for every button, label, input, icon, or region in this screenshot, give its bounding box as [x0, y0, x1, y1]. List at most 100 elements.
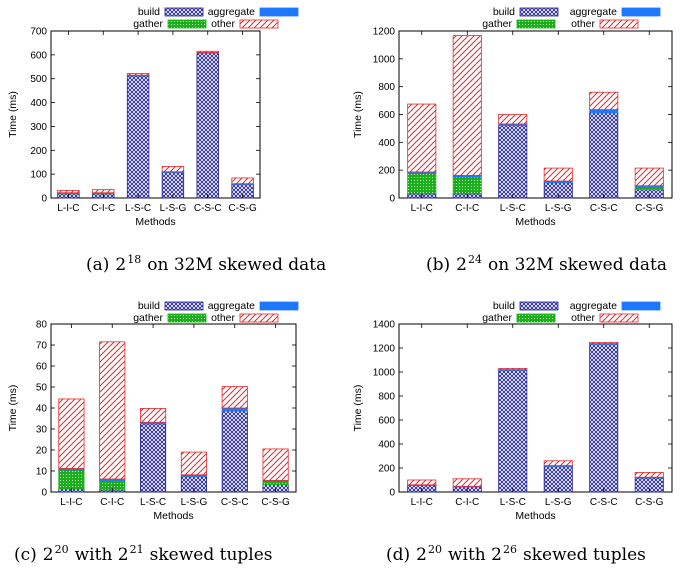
- chart-panel-1: 0 200 400 600 800 1000 1200 L-I-C C-I-C L-S-C L-S-…: [352, 6, 673, 275]
- legend-label-gather: gather: [482, 312, 512, 324]
- bar-other-L-I-C: [57, 189, 80, 194]
- bar-build-C-S-C: [589, 112, 619, 199]
- y-tick-label: 60: [36, 362, 48, 373]
- y-tick-label: 100: [30, 170, 47, 181]
- legend-label-gather: gather: [133, 312, 163, 324]
- y-tick-label: 700: [30, 27, 47, 38]
- legend-label-aggregate: aggregate: [208, 300, 255, 312]
- bar-other-L-S-G: [543, 167, 573, 182]
- legend-label-build: build: [138, 300, 160, 312]
- y-tick-label: 0: [389, 488, 395, 499]
- legend-swatch-gather: [167, 19, 207, 29]
- x-tick-label: C-S-G: [228, 203, 257, 214]
- bar-build-L-S-C: [140, 423, 167, 493]
- y-axis-label: Time (ms): [352, 385, 364, 432]
- bar-other-C-I-C: [99, 341, 126, 480]
- caption-exp: 18: [127, 253, 141, 266]
- caption-label: (a): [86, 255, 109, 275]
- bar-other-C-S-G: [634, 167, 664, 187]
- bar-aggregate-C-S-C: [221, 407, 248, 412]
- legend-label-build: build: [493, 6, 515, 18]
- bar-gather-C-S-G: [262, 481, 289, 486]
- legend-label-build: build: [138, 6, 160, 18]
- bar-build-L-S-C: [498, 369, 528, 493]
- caption-label: (d): [386, 545, 410, 565]
- y-tick-label: 0: [41, 194, 47, 205]
- caption-label: (b): [426, 255, 450, 275]
- x-tick-label: C-I-C: [91, 203, 115, 214]
- x-tick-label: L-S-G: [545, 497, 572, 508]
- bar-build-L-S-C: [498, 125, 528, 199]
- caption-rest: with 2: [75, 545, 129, 565]
- y-axis-label: Time (ms): [7, 91, 19, 138]
- bar-build-C-S-C: [221, 410, 248, 493]
- caption-base: 2: [43, 545, 54, 565]
- y-tick-label: 70: [36, 341, 48, 352]
- caption-exp2: 26: [503, 543, 517, 556]
- y-tick-label: 400: [378, 138, 395, 149]
- x-tick-label: C-I-C: [455, 497, 479, 508]
- x-axis-label: Methods: [515, 510, 555, 522]
- caption-rest2: skewed tuples: [523, 545, 646, 565]
- x-tick-label: C-S-C: [590, 203, 618, 214]
- caption: (b) 224 on 32M skewed data: [426, 253, 667, 275]
- y-tick-label: 600: [378, 416, 395, 427]
- chart-panel-3: 0 200 400 600 800 1000 1200 1400 L-I-C C-I-C L-S-C…: [352, 300, 673, 565]
- caption-base: 2: [416, 545, 427, 565]
- caption-exp: 20: [428, 543, 442, 556]
- y-tick-label: 1000: [373, 368, 396, 379]
- bar-other-C-S-G: [634, 472, 664, 478]
- legend-swatch-gather: [516, 313, 556, 323]
- bar-build-L-S-G: [543, 465, 573, 493]
- chart-panel-0: 0 100 200 300 400 500 600 700 L-I-C C-I-C L-S-C L-S…: [7, 6, 326, 275]
- x-tick-label: C-I-C: [100, 497, 124, 508]
- caption-rest: with 2: [448, 545, 502, 565]
- x-axis-label: Methods: [153, 510, 193, 522]
- y-tick-label: 600: [378, 110, 395, 121]
- legend-label-gather: gather: [482, 18, 512, 30]
- y-tick-label: 0: [41, 488, 47, 499]
- bar-other-C-I-C: [92, 189, 115, 194]
- legend-swatch-aggregate: [259, 7, 299, 17]
- legend-swatch-other: [239, 19, 279, 29]
- chart-panel-2: 0 10 20 30 40 50 60 70 80 L-I-C C-I-C L-S-C L-S-G C-S…: [7, 300, 299, 565]
- legend-swatch-aggregate: [621, 301, 661, 311]
- y-axis-label: Time (ms): [352, 91, 364, 138]
- x-tick-label: L-I-C: [60, 497, 82, 508]
- bar-other-C-S-C: [196, 50, 219, 53]
- bar-other-C-S-G: [231, 177, 254, 185]
- y-tick-label: 50: [36, 383, 48, 394]
- caption-base: 2: [456, 255, 467, 275]
- x-tick-label: L-S-C: [500, 497, 526, 508]
- y-tick-label: 0: [389, 194, 395, 205]
- x-tick-label: L-I-C: [411, 203, 433, 214]
- bar-other-C-I-C: [452, 478, 482, 487]
- caption-exp: 20: [55, 543, 69, 556]
- legend-label-aggregate: aggregate: [570, 6, 617, 18]
- y-tick-label: 600: [30, 50, 47, 61]
- y-axis-label: Time (ms): [7, 385, 19, 432]
- x-tick-label: C-S-C: [194, 203, 222, 214]
- bar-other-L-S-C: [498, 367, 528, 370]
- x-tick-label: L-S-G: [545, 203, 572, 214]
- x-tick-label: C-S-C: [221, 497, 249, 508]
- legend-label-build: build: [493, 300, 515, 312]
- legend-label-other: other: [211, 312, 235, 324]
- x-tick-label: C-S-C: [590, 497, 618, 508]
- y-tick-label: 80: [36, 320, 48, 331]
- bar-other-L-S-C: [498, 114, 528, 125]
- y-tick-label: 1200: [373, 27, 396, 38]
- y-tick-label: 200: [378, 464, 395, 475]
- bar-aggregate-C-S-C: [589, 109, 619, 114]
- y-tick-label: 1000: [373, 54, 396, 65]
- bar-other-L-S-G: [543, 460, 573, 466]
- bar-other-L-I-C: [58, 398, 85, 469]
- bar-gather-C-I-C: [452, 176, 482, 195]
- y-tick-label: 200: [378, 166, 395, 177]
- bar-other-L-S-C: [140, 408, 167, 423]
- y-tick-label: 800: [378, 82, 395, 93]
